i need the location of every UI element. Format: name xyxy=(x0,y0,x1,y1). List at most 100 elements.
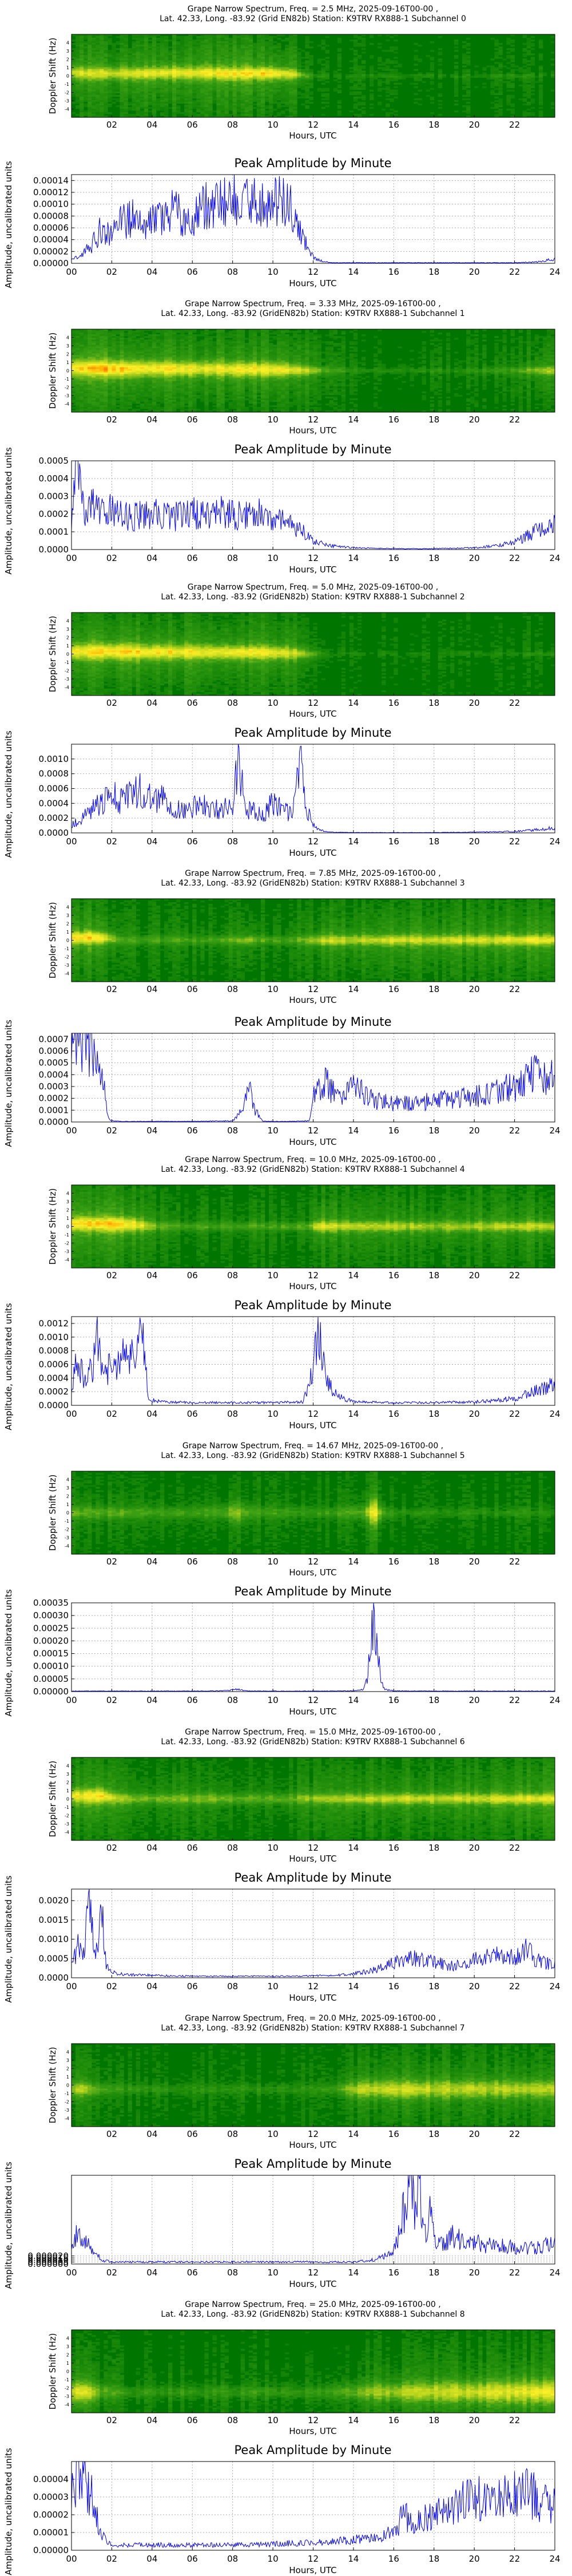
heatmap-cell xyxy=(124,34,128,37)
heatmap-cell xyxy=(510,105,515,108)
heatmap-cell xyxy=(96,374,100,376)
heatmap-cell xyxy=(108,365,112,368)
heatmap-cell xyxy=(265,64,269,66)
heatmap-cell xyxy=(104,350,108,352)
heatmap-cell xyxy=(454,82,459,85)
heatmap-cell xyxy=(362,106,366,109)
heatmap-cell xyxy=(76,381,80,383)
heatmap-cell xyxy=(325,62,329,64)
heatmap-cell xyxy=(116,369,120,371)
heatmap-cell xyxy=(152,372,157,374)
heatmap-cell xyxy=(136,400,141,402)
heatmap-cell xyxy=(498,101,503,104)
heatmap-cell xyxy=(104,48,108,50)
heatmap-cell xyxy=(265,84,269,86)
heatmap-cell xyxy=(172,84,177,86)
heatmap-cell xyxy=(80,370,84,373)
heatmap-cell xyxy=(84,62,88,64)
heatmap-cell xyxy=(277,113,281,116)
heatmap-cell xyxy=(374,77,378,80)
heatmap-cell xyxy=(180,58,185,61)
heatmap-cell xyxy=(200,65,205,68)
heatmap-cell xyxy=(152,376,157,378)
heatmap-cell xyxy=(120,45,124,47)
heatmap-cell xyxy=(140,398,145,401)
heatmap-cell xyxy=(244,98,249,101)
heatmap-cell xyxy=(160,386,165,389)
heatmap-cell xyxy=(430,58,435,61)
heatmap-cell xyxy=(228,98,233,101)
x-tick-label: 22 xyxy=(509,267,520,277)
heatmap-cell xyxy=(140,89,145,92)
heatmap-cell xyxy=(144,333,149,335)
heatmap-cell xyxy=(188,38,193,40)
heatmap-cell xyxy=(353,45,358,47)
heatmap-cell xyxy=(72,369,76,371)
heatmap-cell xyxy=(136,88,141,90)
heatmap-cell xyxy=(192,41,197,44)
heatmap-cell xyxy=(124,343,128,345)
heatmap-cell xyxy=(200,36,205,38)
heatmap-cell xyxy=(188,86,193,88)
heatmap-cell xyxy=(196,98,201,101)
heatmap-cell xyxy=(236,58,241,61)
heatmap-cell xyxy=(112,367,116,369)
heatmap-cell xyxy=(212,57,217,59)
heatmap-cell xyxy=(277,101,281,104)
x-tick-label: 22 xyxy=(509,120,520,130)
heatmap-cell xyxy=(378,67,382,69)
heatmap-cell xyxy=(128,88,132,90)
heatmap-cell xyxy=(353,86,358,88)
heatmap-cell xyxy=(120,353,124,355)
heatmap-cell xyxy=(514,74,519,76)
heatmap-cell xyxy=(454,110,459,113)
heatmap-cell xyxy=(192,357,197,359)
heatmap-cell xyxy=(518,67,523,69)
heatmap-cell xyxy=(530,84,535,86)
heatmap-cell xyxy=(100,48,104,50)
heatmap-cell xyxy=(80,372,84,374)
heatmap-cell xyxy=(522,86,527,88)
heatmap-cell xyxy=(494,62,499,64)
heatmap-cell xyxy=(92,82,96,85)
heatmap-cell xyxy=(144,374,149,376)
heatmap-cell xyxy=(104,391,108,394)
heatmap-cell xyxy=(116,343,120,345)
heatmap-cell xyxy=(124,36,128,38)
heatmap-cell xyxy=(156,384,161,386)
heatmap-cell xyxy=(84,336,88,338)
heatmap-cell xyxy=(490,84,495,86)
heatmap-cell xyxy=(80,96,84,99)
heatmap-cell xyxy=(248,91,253,94)
heatmap-cell xyxy=(120,339,124,342)
heatmap-cell xyxy=(398,82,402,85)
heatmap-cell xyxy=(362,101,366,104)
heatmap-cell xyxy=(136,382,141,385)
heatmap-cell xyxy=(184,353,189,355)
heatmap-cell xyxy=(128,333,132,335)
heatmap-cell xyxy=(402,74,406,76)
heatmap-cell xyxy=(192,45,197,47)
heatmap-cell xyxy=(144,386,149,389)
heatmap-cell xyxy=(104,53,108,56)
heatmap-cell xyxy=(140,100,145,102)
heatmap-cell xyxy=(526,91,531,94)
heatmap-cell xyxy=(297,52,301,54)
heatmap-cell xyxy=(128,345,132,347)
heatmap-cell xyxy=(144,365,149,368)
heatmap-cell xyxy=(124,100,128,102)
heatmap-cell xyxy=(116,357,120,359)
heatmap-cell xyxy=(494,43,499,45)
heatmap-cell xyxy=(100,65,104,68)
heatmap-cell xyxy=(140,379,145,381)
heatmap-cell xyxy=(200,94,205,97)
heatmap-cell xyxy=(104,338,108,340)
heatmap-cell xyxy=(188,100,193,102)
heatmap-cell xyxy=(506,48,511,50)
heatmap-cell xyxy=(80,386,84,389)
heatmap-cell xyxy=(192,34,197,37)
heatmap-cell xyxy=(156,398,161,401)
heatmap-cell xyxy=(148,86,153,88)
heatmap-cell xyxy=(100,408,104,411)
heatmap-cell xyxy=(188,93,193,96)
